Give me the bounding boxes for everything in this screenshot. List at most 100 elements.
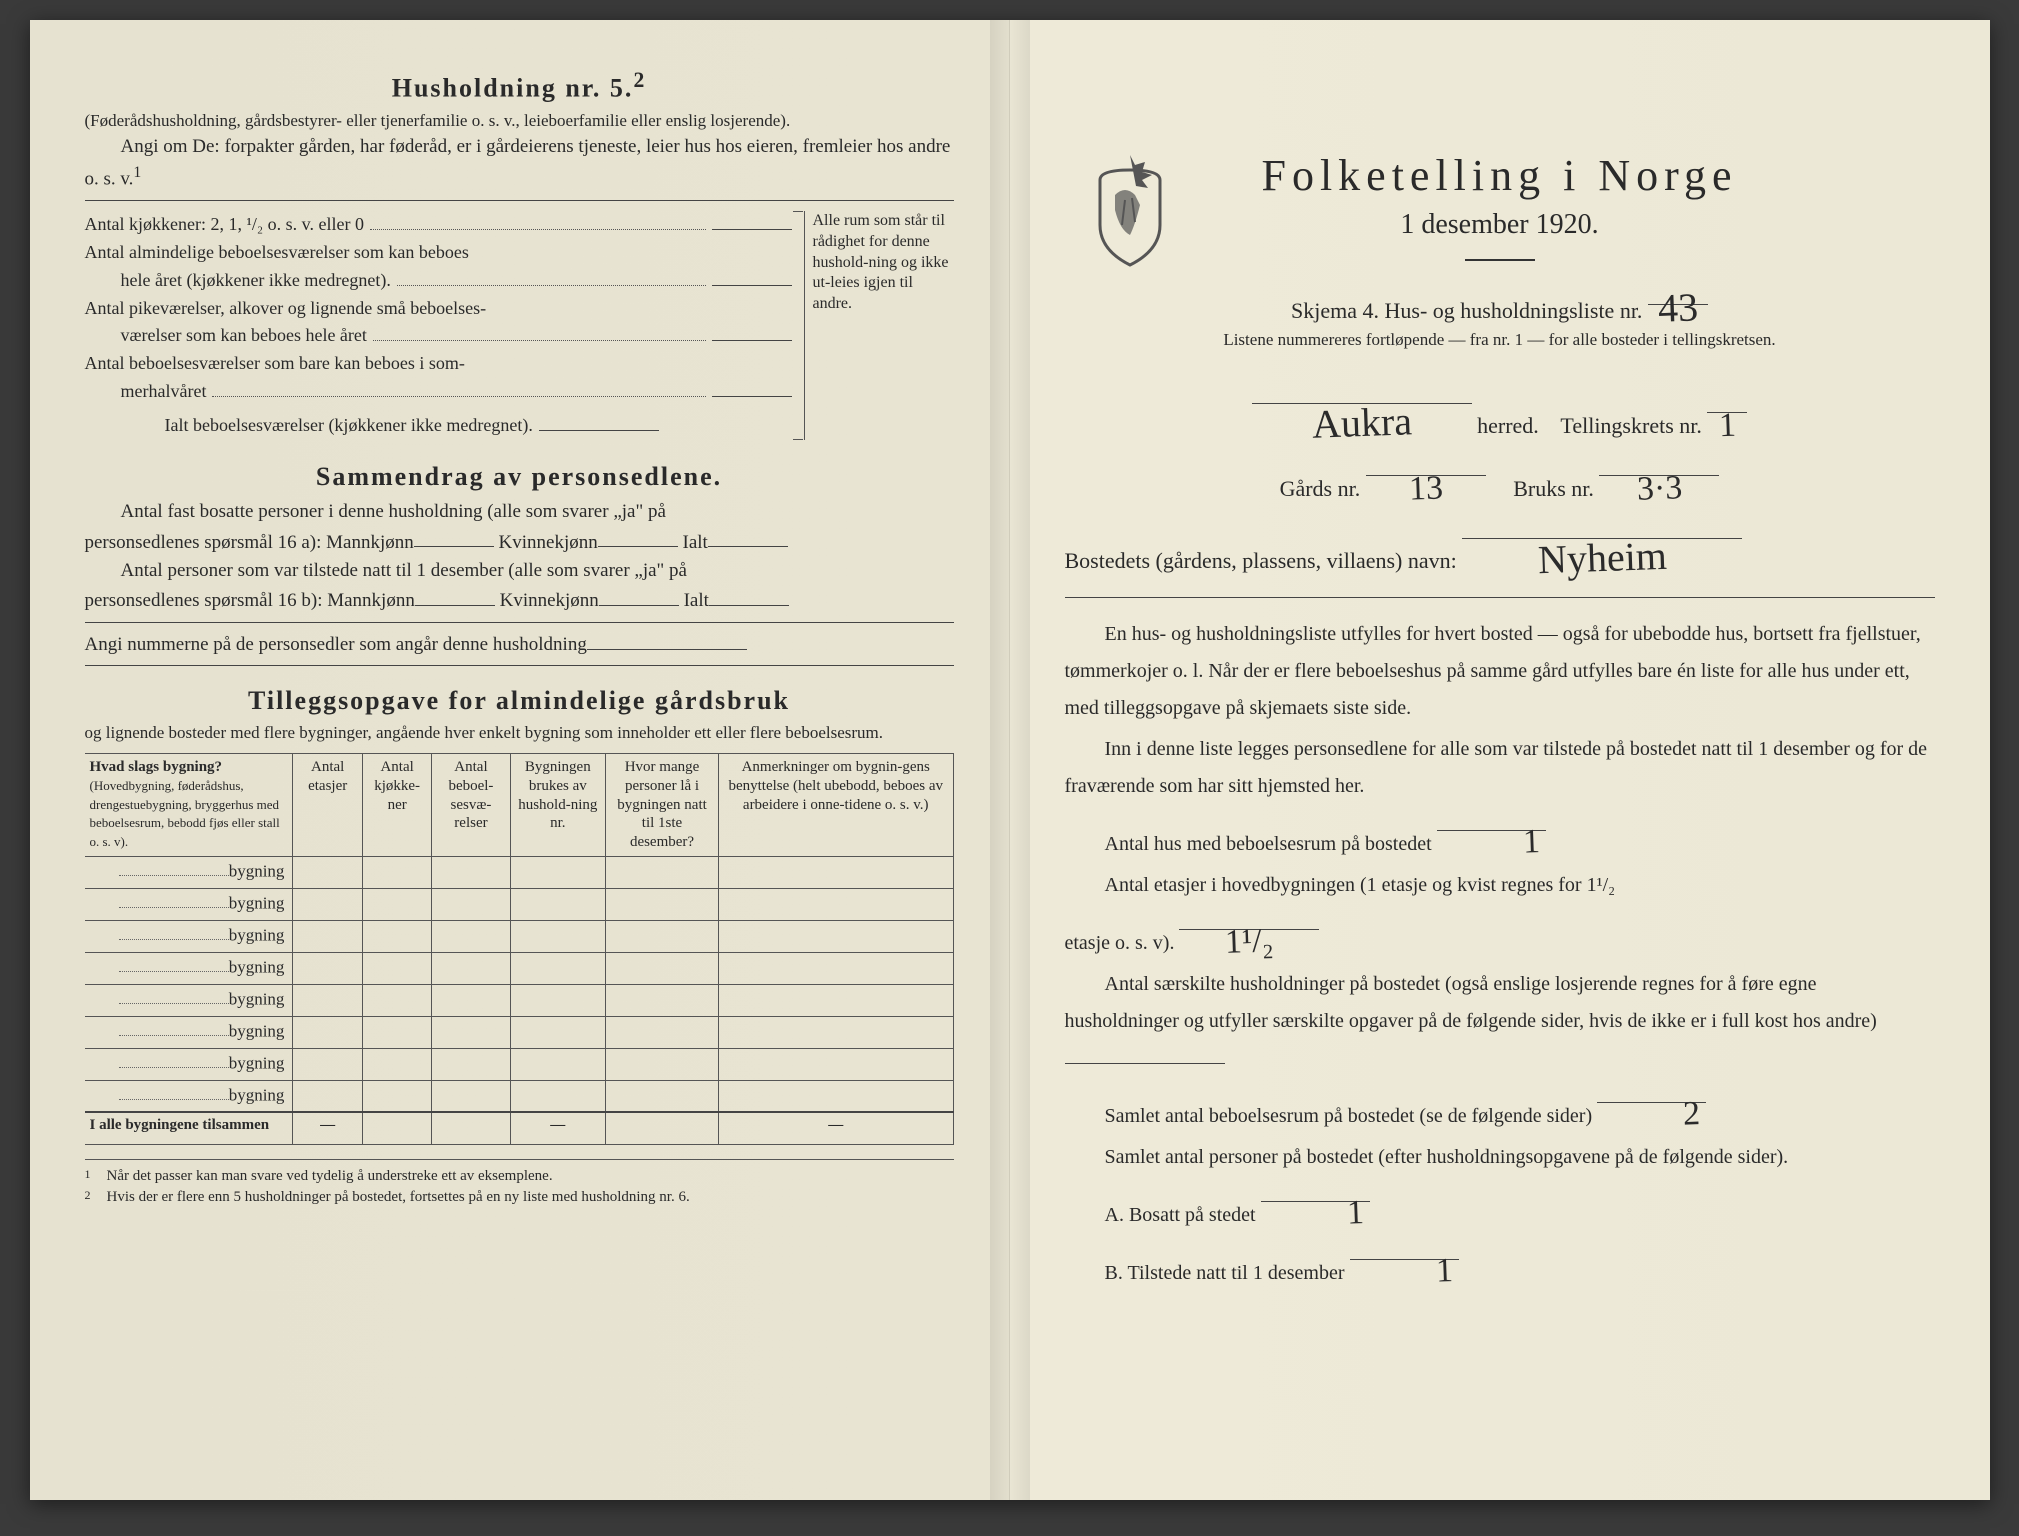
kitchen-row-5: Ialt beboelsesværelser (kjøkkener ikke m… [85,412,792,440]
bosted-line: Bostedets (gårdens, plassens, villaens) … [1065,515,1935,583]
label: Antal almindelige beboelsesværelser som … [85,239,469,267]
title-rule [1465,259,1535,261]
label: værelser som kan beboes hele året [85,322,367,350]
herred-line: Aukra herred. Tellingskrets nr. 1 [1065,380,1935,448]
label: hele året (kjøkkener ikke medregnet). [85,267,391,295]
divider [85,622,954,623]
intro-body-text: Angi om De: forpakter gården, har føderå… [85,136,951,190]
handwritten-value: 13 [1402,454,1450,524]
q2b-label: etasje o. s. v). [1065,932,1175,954]
krets-value: 1 [1707,389,1747,413]
q3-label: Antal særskilte husholdninger på bostede… [1065,973,1877,1032]
footnote-1: 1Når det passer kan man svare ved tydeli… [85,1166,954,1187]
skjema-line: Skjema 4. Hus- og husholdningsliste nr. … [1065,281,1935,324]
tilleggs-title: Tilleggsopgave for almindelige gårdsbruk [85,686,954,716]
bruks-value: 3·3 [1599,452,1719,476]
label: Ialt [684,590,709,611]
col-header-1: Hvad slags bygning? (Hovedbygning, føder… [85,754,293,857]
label: Ialt beboelsesværelser (kjøkkener ikke m… [85,412,533,440]
sammendrag-p1b: personsedlenes spørsmål 16 a): Mannkjønn… [85,527,954,557]
table-row: bygning [85,1080,954,1112]
q1-value: 1 [1437,809,1546,831]
label: personsedlenes spørsmål 16 a): Mannkjønn [85,531,414,552]
kitchen-side-note: Alle rum som står til rådighet for denne… [804,211,954,440]
divider [1065,597,1935,598]
sammendrag-p3: Angi nummerne på de personsedler som ang… [85,629,954,659]
divider [85,200,954,201]
col-header-6: Hvor mange personer lå i bygningen natt … [606,754,719,857]
q1-label: Antal hus med beboelsesrum på bostedet [1105,833,1432,855]
q4: Samlet antal beboelsesrum på bostedet (s… [1065,1081,1935,1135]
blank [414,527,494,548]
q4-value: 2 [1597,1081,1706,1103]
col-header-3: Antal kjøkke-ner [362,754,431,857]
handwritten-value: 1 [1300,1182,1371,1247]
table-row: bygning [85,920,954,952]
table-header-row: Hvad slags bygning? (Hovedbygning, føder… [85,754,954,857]
label: Antal beboelsesværelser som bare kan beb… [85,350,465,378]
sub-title: 1 desember 1920. [1065,209,1935,241]
title-text: Husholdning nr. 5. [392,74,634,103]
main-title: Folketelling i Norge [1065,150,1935,201]
krets-label: Tellingskrets nr. [1560,413,1701,438]
footnote-text: Når det passer kan man svare ved tydelig… [107,1166,553,1187]
blank [712,323,792,341]
blank [587,629,747,650]
table-row: bygning [85,984,954,1016]
q1: Antal hus med beboelsesrum på bostedet 1 [1065,809,1935,863]
header-sub: (Hovedbygning, føderådshus, drengestueby… [90,778,280,849]
kitchen-left: Antal kjøkkener: 2, 1, ¹/₂ o. s. v. elle… [85,211,792,440]
listene-line: Listene nummereres fortløpende — fra nr.… [1065,330,1935,350]
bosted-value: Nyheim [1462,515,1742,539]
dots [370,214,706,230]
title-sup: 2 [633,68,646,92]
right-page: Folketelling i Norge 1 desember 1920. Sk… [1010,20,1990,1500]
dots [212,381,705,397]
label: Kvinnekjønn [499,531,598,552]
intro-sup: 1 [133,164,141,181]
kitchen-row-4b: merhalvåret [85,378,792,406]
handwritten-value: 3·3 [1630,454,1690,524]
label: Kvinnekjønn [500,590,599,611]
left-page: Husholdning nr. 5.2 (Føderådshusholdning… [30,20,1010,1500]
divider [85,665,954,666]
dots [397,270,706,286]
q5: Samlet antal personer på bostedet (efter… [1065,1139,1935,1176]
intro-body: Angi om De: forpakter gården, har føderå… [85,133,954,194]
herred-value: Aukra [1252,380,1472,404]
label: Antal kjøkkener: 2, 1, ¹/₂ o. s. v. elle… [85,211,364,239]
handwritten-value: 1¹/₂ [1218,910,1281,975]
blank [599,585,679,606]
skjema-label: Skjema 4. Hus- og husholdningsliste nr. [1291,298,1642,323]
coat-of-arms-icon [1080,150,1180,270]
dots [373,325,706,341]
label: merhalvåret [85,378,207,406]
sammendrag-p2b: personsedlenes spørsmål 16 b): Mannkjønn… [85,585,954,615]
handwritten-value: Aukra [1304,381,1419,465]
col-header-4: Antal beboel-sesvæ-relser [432,754,510,857]
sammendrag-p2a: Antal personer som var tilstede natt til… [85,557,954,586]
handwritten-value: 1 [1712,392,1743,461]
blank [712,212,792,230]
blank [712,379,792,397]
qB-label: B. Tilstede natt til 1 desember [1105,1262,1345,1284]
tilleggs-sub: og lignende bosteder med flere bygninger… [85,722,954,745]
husholdning-title: Husholdning nr. 5.2 [85,68,954,104]
intro-paren: (Føderådshusholdning, gårdsbestyrer- ell… [85,110,954,133]
blank [708,527,788,548]
q2b: etasje o. s. v). 1¹/₂ [1065,908,1935,962]
q3-value [1065,1042,1225,1064]
bruks-label: Bruks nr. [1513,476,1594,501]
table-row: bygning [85,856,954,888]
qA: A. Bosatt på stedet 1 [1065,1180,1935,1234]
q2-value: 1¹/₂ [1179,908,1319,930]
table-row: bygning [85,1016,954,1048]
sammendrag-title: Sammendrag av personsedlene. [85,462,954,492]
qA-label: A. Bosatt på stedet [1105,1204,1256,1226]
gards-line: Gårds nr. 13 Bruks nr. 3·3 [1065,452,1935,511]
blank [539,413,659,431]
census-document: Husholdning nr. 5.2 (Føderådshusholdning… [30,20,1990,1500]
handwritten-value: 2 [1636,1083,1707,1148]
label: Ialt [683,531,708,552]
blank [712,268,792,286]
